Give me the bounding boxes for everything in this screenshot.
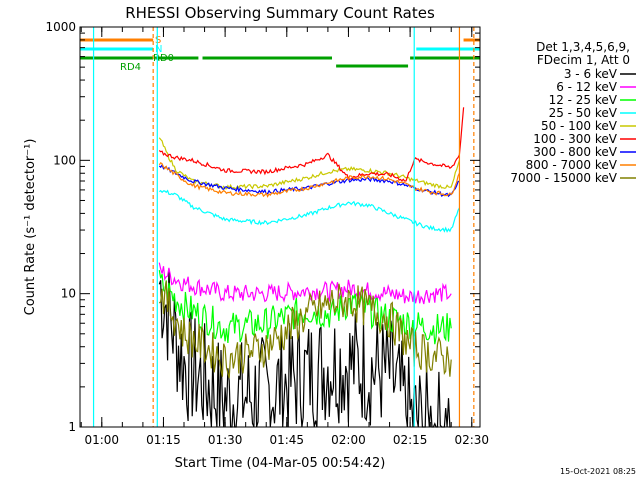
legend-header-line-1: Det 1,3,4,5,6,9, bbox=[536, 40, 630, 54]
legend-entry-label: 800 - 7000 keV bbox=[526, 158, 618, 172]
plot-frame bbox=[79, 26, 481, 428]
series-line-1 bbox=[158, 268, 452, 428]
series-lines bbox=[158, 107, 465, 428]
series-line-2 bbox=[158, 262, 452, 305]
x-tick-label: 02:15 bbox=[393, 433, 428, 447]
x-tick-label: 01:30 bbox=[208, 433, 243, 447]
legend-entry-label: 12 - 25 keV bbox=[549, 93, 618, 107]
legend-entry-label: 25 - 50 keV bbox=[549, 106, 618, 120]
legend-entry-label: 50 - 100 keV bbox=[541, 119, 618, 133]
flag-label-rd4: RD4 bbox=[120, 62, 141, 73]
legend-header-line-2: FDecim 1, Att 0 bbox=[537, 53, 630, 67]
y-tick-label: 1 bbox=[68, 420, 76, 434]
flag-label-n: N bbox=[155, 44, 162, 55]
y-tick-label: 100 bbox=[53, 153, 76, 167]
series-line-8 bbox=[158, 161, 460, 198]
legend-entry-label: 3 - 6 keV bbox=[564, 67, 618, 81]
x-tick-label: 02:30 bbox=[454, 433, 489, 447]
y-axis-label: Count Rate (s⁻¹ detector⁻¹) bbox=[23, 139, 38, 316]
x-tick-label: 02:00 bbox=[331, 433, 366, 447]
x-tick-label: 01:45 bbox=[269, 433, 304, 447]
legend-entry-label: 300 - 800 keV bbox=[533, 145, 617, 159]
flag-label-s: S bbox=[155, 35, 161, 46]
series-line-9 bbox=[158, 280, 452, 379]
legend-entry-label: 100 - 300 keV bbox=[533, 132, 617, 146]
series-line-6 bbox=[158, 107, 465, 182]
legend: Det 1,3,4,5,6,9, FDecim 1, Att 0 3 - 6 k… bbox=[510, 40, 636, 185]
chart-title: RHESSI Observing Summary Count Rates bbox=[125, 4, 435, 22]
footer-date: 15-Oct-2021 08:25 bbox=[560, 467, 636, 476]
y-tick-label: 1000 bbox=[45, 20, 76, 34]
x-axis-label: Start Time (04-Mar-05 00:54:42) bbox=[175, 456, 386, 471]
series-line-4 bbox=[158, 189, 460, 233]
legend-entry-label: 7000 - 15000 keV bbox=[510, 171, 617, 185]
y-tick-label: 10 bbox=[61, 287, 76, 301]
x-tick-label: 01:00 bbox=[84, 433, 119, 447]
x-axis: 01:00 01:15 01:30 01:45 02:00 02:15 02:30 bbox=[80, 27, 489, 447]
x-tick-label: 01:15 bbox=[146, 433, 181, 447]
legend-entry-label: 6 - 12 keV bbox=[556, 80, 618, 94]
vertical-markers bbox=[92, 27, 475, 427]
flag-label-rd0: RD0 bbox=[153, 53, 174, 64]
y-axis: 1 10 100 1000 bbox=[45, 20, 480, 434]
